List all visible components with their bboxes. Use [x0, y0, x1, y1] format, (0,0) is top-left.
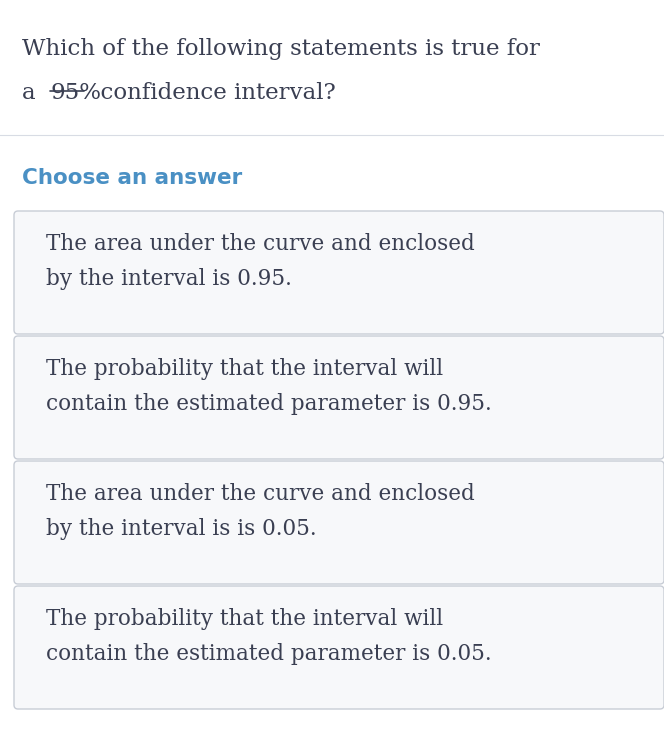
- Text: Which of the following statements is true for: Which of the following statements is tru…: [22, 38, 540, 60]
- Text: The area under the curve and enclosed
by the interval is is 0.05.: The area under the curve and enclosed by…: [46, 483, 475, 539]
- Text: 95%: 95%: [50, 82, 101, 104]
- Text: Choose an answer: Choose an answer: [22, 168, 242, 188]
- FancyBboxPatch shape: [14, 461, 664, 584]
- FancyBboxPatch shape: [14, 336, 664, 459]
- Text: a: a: [22, 82, 50, 104]
- Text: confidence interval?: confidence interval?: [86, 82, 336, 104]
- FancyBboxPatch shape: [14, 211, 664, 334]
- Text: The probability that the interval will
contain the estimated parameter is 0.05.: The probability that the interval will c…: [46, 608, 491, 665]
- FancyBboxPatch shape: [14, 586, 664, 709]
- Text: The area under the curve and enclosed
by the interval is 0.95.: The area under the curve and enclosed by…: [46, 233, 475, 290]
- Text: The probability that the interval will
contain the estimated parameter is 0.95.: The probability that the interval will c…: [46, 358, 492, 415]
